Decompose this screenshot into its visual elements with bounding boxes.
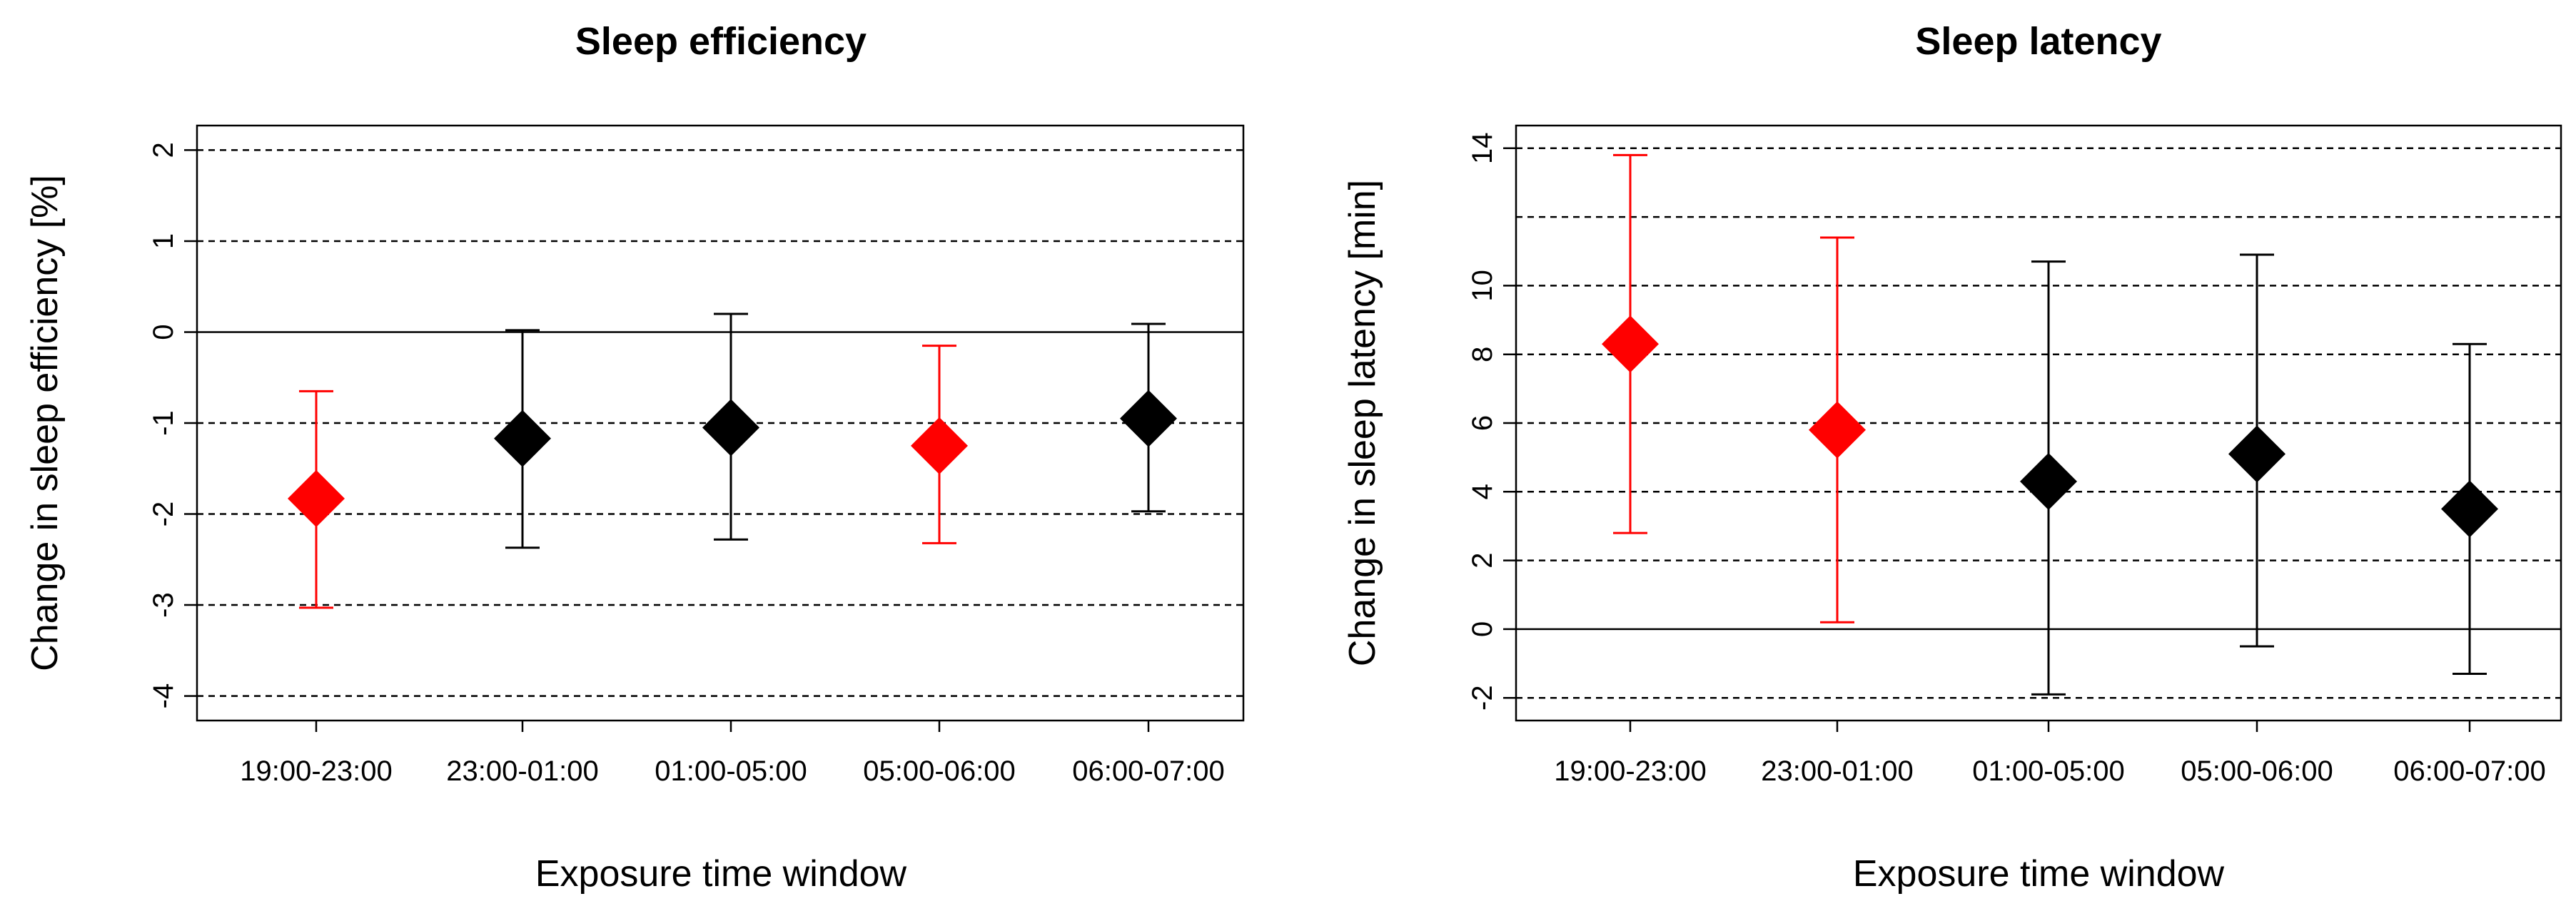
y-tick-label: 8 (1467, 347, 1498, 362)
x-tick-label: 01:00-05:00 (1972, 755, 2125, 787)
y-tick-label: 1 (148, 233, 179, 249)
y-axis-label: Change in sleep latency [min] (1342, 180, 1383, 666)
chart-sleep-efficiency: Sleep efficiency Change in sleep efficie… (24, 20, 1245, 895)
x-tick-label: 19:00-23:00 (1554, 755, 1707, 787)
data-points (1602, 315, 2498, 538)
data-points (288, 390, 1177, 527)
chart-title: Sleep efficiency (575, 20, 867, 63)
chart-sleep-latency: Sleep latency Change in sleep latency [m… (1342, 20, 2562, 895)
x-tick-label: 23:00-01:00 (446, 755, 599, 787)
x-tick-label: 05:00-06:00 (2181, 755, 2333, 787)
x-tick-label: 19:00-23:00 (240, 755, 393, 787)
x-tick-label: 06:00-07:00 (1072, 755, 1225, 787)
error-bars (1613, 153, 2487, 696)
data-point (494, 409, 551, 467)
x-tick-label: 06:00-07:00 (2393, 755, 2546, 787)
y-tick-label: 2 (148, 142, 179, 158)
x-axis-ticks: 19:00-23:00 23:00-01:00 01:00-05:00 05:00-0… (240, 721, 1225, 787)
data-point (1602, 315, 1659, 373)
x-axis-label: Exposure time window (1853, 853, 2225, 895)
y-tick-label: 0 (148, 324, 179, 340)
data-point (702, 399, 759, 457)
y-tick-label: 10 (1467, 270, 1498, 302)
gridlines (197, 149, 1243, 697)
x-axis-label: Exposure time window (535, 853, 907, 895)
data-point (2228, 425, 2285, 483)
y-axis-ticks: -2 0 2 4 6 8 10 14 (1467, 133, 1516, 711)
data-point (1120, 390, 1177, 447)
gridlines (1516, 147, 2561, 699)
y-axis-label: Change in sleep efficiency [%] (24, 175, 66, 671)
chart-title: Sleep latency (1915, 20, 2161, 63)
plot-frame (196, 124, 1245, 722)
data-point (288, 469, 345, 527)
y-tick-label: -1 (148, 410, 179, 436)
data-point (1809, 401, 1866, 459)
y-tick-label: 2 (1467, 552, 1498, 568)
x-tick-label: 01:00-05:00 (655, 755, 807, 787)
y-tick-label: -4 (148, 683, 179, 709)
error-bars (299, 312, 1166, 609)
x-tick-label: 23:00-01:00 (1761, 755, 1914, 787)
plot-frame (1515, 124, 2562, 722)
data-point (2020, 452, 2077, 510)
y-tick-label: 6 (1467, 415, 1498, 431)
y-tick-label: 4 (1467, 484, 1498, 499)
data-point (911, 417, 968, 474)
y-tick-label: -2 (148, 502, 179, 527)
y-tick-label: -3 (148, 592, 179, 618)
data-point (2441, 480, 2498, 538)
y-tick-label: 0 (1467, 621, 1498, 637)
x-axis-ticks: 19:00-23:00 23:00-01:00 01:00-05:00 05:00-0… (1554, 721, 2546, 787)
x-tick-label: 05:00-06:00 (863, 755, 1016, 787)
y-tick-label: 14 (1467, 133, 1498, 165)
y-axis-ticks: -4 -3 -2 -1 0 1 2 (148, 142, 197, 708)
y-tick-label: -2 (1467, 685, 1498, 711)
